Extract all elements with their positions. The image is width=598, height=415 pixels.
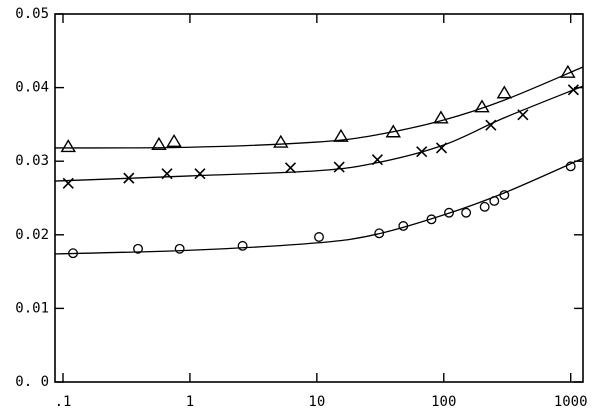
cross-marker <box>333 161 345 173</box>
cross-marker <box>485 119 497 131</box>
cross-marker <box>123 172 135 184</box>
triangle-marker <box>496 85 513 99</box>
circle-marker <box>68 248 78 259</box>
cross-marker <box>435 142 448 154</box>
fit-curve <box>54 66 584 149</box>
triangle-marker <box>166 133 182 148</box>
x-tick-label: 10 <box>308 394 325 410</box>
y-tick-label: 0.05 <box>15 6 49 22</box>
y-tick-label: 0.03 <box>15 153 49 169</box>
y-tick-label: 0.01 <box>15 300 49 316</box>
triangle-marker <box>474 99 490 113</box>
cross-marker <box>517 109 529 121</box>
x-tick-label: 100 <box>431 394 456 410</box>
circle-marker <box>565 161 576 172</box>
circle-marker <box>374 228 385 239</box>
y-tick-label: 0.04 <box>15 80 49 96</box>
fit-curve <box>54 85 584 182</box>
cross-marker <box>62 177 74 189</box>
circle-marker <box>174 243 185 254</box>
circle-marker <box>461 207 472 218</box>
triangle-marker <box>60 139 76 153</box>
triangle-marker <box>333 128 349 142</box>
cross-marker <box>371 154 383 166</box>
cross-marker <box>416 146 428 158</box>
fit-curve <box>54 157 584 255</box>
triangle-marker <box>560 64 576 78</box>
cross-marker <box>284 162 297 174</box>
plot-frame <box>54 13 584 383</box>
x-tick-label: 1 <box>186 394 194 410</box>
y-tick-label: 0.02 <box>15 227 49 243</box>
circle-marker <box>133 243 143 254</box>
circle-marker <box>444 207 454 218</box>
triangle-marker <box>433 110 449 124</box>
cross-marker <box>194 168 206 180</box>
x-tick-label: .1 <box>55 394 72 410</box>
circle-marker <box>489 195 500 206</box>
circle-marker <box>314 232 324 242</box>
triangle-marker <box>385 124 401 138</box>
y-tick-label: 0. 0 <box>15 374 49 390</box>
x-tick-label: 1000 <box>554 394 588 410</box>
circle-marker <box>237 240 248 251</box>
circle-marker <box>398 221 409 231</box>
circle-marker <box>479 201 490 212</box>
circle-marker <box>426 214 437 225</box>
cross-marker <box>161 168 173 180</box>
circle-marker <box>499 190 510 201</box>
triangle-marker <box>273 134 289 148</box>
cross-marker <box>567 84 579 96</box>
triangle-marker <box>151 136 167 150</box>
